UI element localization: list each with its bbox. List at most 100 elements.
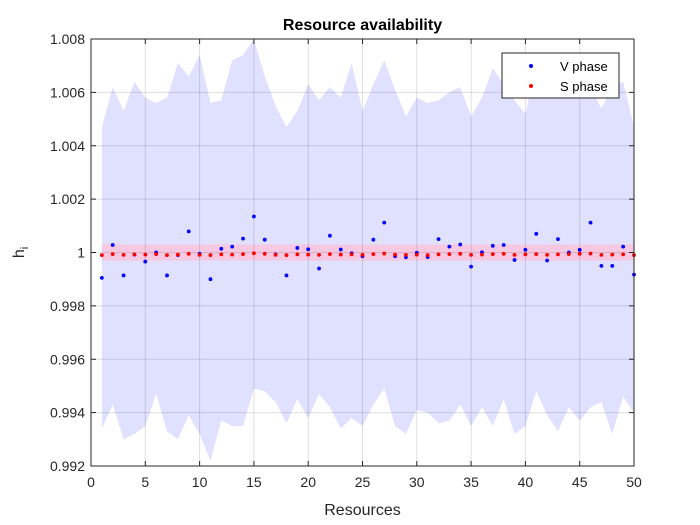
s-phase-point [154, 252, 159, 256]
y-tick-label: 0.992 [50, 458, 85, 474]
v-phase-point [306, 247, 311, 252]
y-tick-label: 1.002 [50, 191, 85, 207]
v-phase-point [490, 243, 495, 248]
s-phase-point [534, 252, 539, 256]
s-phase-point [143, 252, 148, 257]
confidence-bands [101, 39, 635, 461]
s-phase-point [252, 251, 256, 256]
v-phase-point [512, 258, 517, 262]
s-phase-point [317, 253, 321, 257]
s-phase-point [458, 251, 463, 256]
x-tick-label: 15 [246, 474, 262, 490]
s-phase-point [523, 252, 528, 257]
v-phase-point [165, 273, 169, 278]
x-tick-label: 30 [409, 474, 425, 490]
v-phase-point [610, 263, 615, 268]
s-phase-point [99, 253, 104, 258]
v-phase-point [208, 277, 213, 282]
s-phase-point [599, 253, 604, 257]
legend-marker [529, 84, 533, 88]
s-phase-point [577, 251, 582, 256]
s-phase-point [186, 251, 191, 256]
v-phase-point [230, 244, 235, 249]
v-phase-point [284, 273, 289, 278]
x-tick-label: 0 [87, 474, 95, 490]
v-phase-point [534, 231, 539, 236]
v-phase-point [382, 220, 387, 225]
s-phase-point [121, 253, 126, 257]
x-tick-label: 20 [300, 474, 316, 490]
s-phase-point [425, 253, 430, 258]
y-tick-label: 1.004 [50, 138, 85, 154]
y-tick-label: 1.006 [50, 84, 85, 100]
x-tick-label: 10 [192, 474, 208, 490]
s-phase-point [621, 252, 626, 257]
v-phase-point [458, 242, 463, 247]
s-phase-point [404, 253, 408, 257]
v-phase-point [436, 237, 441, 242]
s-phase-point [175, 252, 180, 257]
v-phase-point [447, 244, 452, 249]
v-phase-point [545, 258, 550, 263]
chart-title: Resource availability [283, 17, 442, 34]
v-phase-point [110, 243, 115, 247]
s-phase-point [338, 252, 343, 257]
s-phase-point [110, 252, 115, 256]
v-phase-point [295, 246, 300, 250]
x-tick-label: 45 [572, 474, 588, 490]
v-phase-point [599, 263, 604, 268]
s-phase-point [556, 252, 560, 257]
v-phase-point [317, 266, 321, 271]
x-tick-label: 25 [355, 474, 371, 490]
legend-marker [529, 64, 533, 68]
legend-label: V phase [560, 59, 608, 74]
s-phase-point [610, 252, 615, 257]
s-phase-point [512, 253, 517, 257]
v-phase-point [523, 247, 528, 252]
v-phase-point [262, 237, 267, 242]
v-phase-point [252, 214, 256, 219]
v-phase-point [338, 247, 343, 252]
axis-ticks: 0 5 10 15 20 25 30 35 40 45 50 0.992 0.994 0.996 0.998… [50, 31, 642, 490]
s-phase-point [197, 253, 202, 257]
s-phase-point [480, 252, 484, 257]
v-phase-point [143, 259, 148, 264]
s-phase-point [490, 252, 495, 256]
s-phase-point [501, 251, 506, 256]
legend-box [501, 52, 620, 99]
s-phase-point [306, 252, 311, 257]
y-axis-label: hi [11, 247, 31, 258]
y-tick-label: 0.994 [50, 405, 85, 421]
s-phase-point [382, 251, 387, 256]
y-axis-label-subscript: i [19, 247, 31, 249]
v-phase-point [219, 246, 224, 251]
v-phase-point [241, 236, 245, 241]
s-phase-point [241, 252, 245, 256]
s-phase-point [132, 252, 137, 257]
y-axis-label-main: h [11, 249, 28, 258]
v-phase-point [621, 244, 626, 249]
x-axis-label: Resources [324, 502, 400, 519]
x-tick-label: 40 [518, 474, 534, 490]
v-phase-point [588, 220, 593, 225]
v-phase-point [577, 247, 582, 252]
s-phase-band [101, 244, 635, 261]
s-phase-point [371, 252, 376, 256]
v-phase-point [121, 273, 126, 278]
v-phase-point [556, 237, 560, 242]
y-axis-label-group: hi [11, 247, 31, 258]
s-phase-point [230, 252, 235, 257]
y-tick-label: 1.008 [50, 31, 85, 47]
s-phase-point [328, 252, 332, 256]
s-phase-point [219, 252, 224, 257]
x-tick-label: 35 [463, 474, 479, 490]
s-phase-point [349, 252, 354, 257]
v-phase-point [328, 233, 332, 238]
legend: V phase S phase [501, 52, 620, 99]
s-phase-point [588, 251, 593, 256]
s-phase-point [360, 253, 365, 257]
s-phase-point [165, 253, 169, 258]
s-phase-point [414, 252, 419, 257]
y-tick-label: 0.996 [50, 351, 85, 367]
